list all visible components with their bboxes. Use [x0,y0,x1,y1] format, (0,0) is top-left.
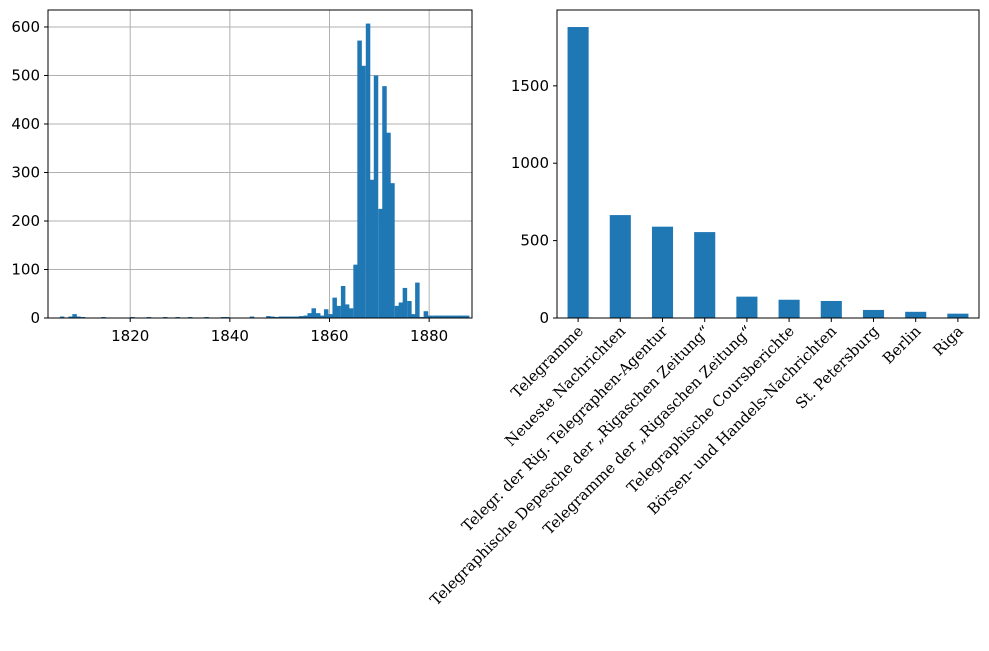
histogram-bar [344,304,350,318]
histogram-bar [373,75,379,318]
x-tick-label: 1840 [211,327,249,345]
histogram-bar [460,315,466,318]
y-tick-label: 0 [539,309,549,327]
category-label: Berlin [879,322,925,368]
y-tick-label: 300 [11,163,40,181]
histogram-bar [315,313,321,318]
histogram-bar [59,316,65,318]
histogram-bar [398,302,404,318]
plot-frame [47,9,473,319]
y-tick-label: 500 [520,232,549,250]
histogram-bar [357,40,362,319]
histogram-bar [382,86,387,319]
category-bar [609,215,631,318]
category-label: Riga [930,322,967,359]
histogram-bar [378,208,383,318]
y-tick-label: 100 [11,260,40,278]
category-bar [651,226,674,318]
histogram-bar [336,305,341,318]
histogram-bar [68,316,73,318]
histogram-bar [353,264,358,318]
histogram-bar [266,316,271,318]
histogram-bar [369,179,375,318]
category-bar [905,311,927,318]
category-label: Telegraphische Depesche der „Rigaschen Z… [426,322,713,609]
x-tick-label: 1860 [310,327,348,345]
histogram-bar [332,297,337,318]
histogram-bar [407,301,412,318]
y-tick-label: 500 [11,66,40,84]
histogram-bar [303,315,309,318]
year-histogram: 1820 1840 1860 1880 0 100 200 300 400 500 600 [11,9,473,345]
category-label: Telegramme [507,322,587,402]
histogram-bar [361,65,366,318]
category-bar [694,232,716,318]
category-bar [947,313,969,318]
histogram-bar [319,315,325,318]
histogram-bar [464,315,470,318]
histogram-bar [340,285,346,318]
histogram-bar [348,308,354,318]
histogram-bar [286,316,292,318]
histogram-bar [394,305,400,318]
histogram-bar [299,316,304,318]
histogram-bar [307,313,312,318]
histogram-bar [432,315,437,318]
histogram-bar [415,282,420,318]
histogram-bar [311,308,316,318]
histogram-bar [440,315,445,318]
y-tick-label: 600 [11,18,40,36]
category-bar [862,309,885,318]
histogram-bar [291,316,296,318]
histogram-bar [411,314,416,318]
histogram-bar [323,309,329,318]
histogram-bar [249,316,255,318]
histogram-bar [390,183,395,318]
histogram-bar [402,287,408,318]
histogram-bar [386,132,391,318]
plot-frame [556,9,980,319]
category-bar [820,300,842,318]
category-bar [567,27,589,319]
histogram-bar [295,316,300,318]
y-tick-label: 1500 [511,77,549,95]
y-tick-label: 0 [30,309,40,327]
histogram-bar [278,316,284,318]
histogram-bar [448,315,453,318]
histogram-bar [72,314,77,318]
y-tick-label: 400 [11,115,40,133]
histogram-bar [270,316,275,318]
y-tick-label: 200 [11,212,40,230]
x-tick-label: 1880 [410,327,448,345]
x-tick-label: 1820 [111,327,149,345]
histogram-bar [456,315,462,318]
histogram-bar [76,316,81,318]
histogram-bar [423,311,429,318]
histogram-bar [282,316,288,318]
category-bar [736,296,758,318]
histogram-bar [452,315,457,318]
histogram-bar [427,315,433,318]
y-tick-label: 1000 [511,154,549,172]
category-bar [778,299,800,318]
histogram-bar [444,315,450,318]
histogram-bar [436,315,441,318]
histogram-bar [328,314,333,318]
histogram-bar [365,23,371,319]
